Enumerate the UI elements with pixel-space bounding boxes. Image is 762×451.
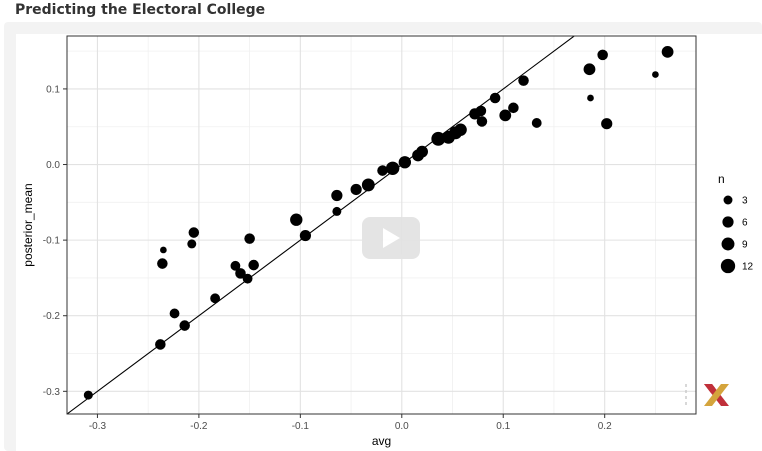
data-point [531, 118, 542, 128]
data-point [583, 63, 596, 76]
data-point [169, 308, 180, 319]
play-icon [383, 228, 400, 248]
data-point [83, 390, 93, 400]
legend-label: 3 [742, 196, 748, 207]
data-point [385, 161, 400, 176]
data-point [332, 206, 342, 216]
legend-key [723, 195, 733, 205]
data-point [210, 293, 221, 304]
data-point [476, 116, 488, 127]
data-point [489, 92, 501, 104]
data-point [248, 259, 259, 271]
y-tick-label: -0.2 [43, 311, 61, 322]
data-point [587, 94, 594, 102]
legend-label: 12 [742, 262, 754, 273]
x-tick-label: 0.1 [496, 421, 510, 432]
legend-key [722, 216, 734, 228]
title-bar: Predicting the Electoral College [0, 0, 762, 22]
x-tick-label: 0.0 [395, 421, 409, 432]
data-point [597, 49, 608, 61]
x-axis-title: avg [372, 434, 391, 448]
x-tick-label: 0.2 [598, 421, 612, 432]
data-point [160, 246, 167, 254]
data-point [431, 131, 446, 146]
data-point [299, 229, 312, 242]
legend-key [721, 237, 735, 251]
data-point [290, 213, 303, 226]
data-point [187, 239, 197, 249]
reference-line [67, 36, 576, 414]
y-tick-label: -0.1 [43, 236, 61, 247]
data-point [601, 118, 613, 130]
y-axis-title: posterior_mean [21, 183, 35, 266]
plot-border [66, 35, 697, 415]
data-point [242, 273, 253, 284]
data-point [331, 189, 343, 202]
data-point [157, 258, 168, 269]
data-point [398, 156, 412, 169]
data-point [179, 320, 190, 331]
y-tick-label: -0.3 [43, 387, 61, 398]
data-point [235, 268, 246, 279]
legend-label: 9 [742, 240, 748, 251]
data-point [518, 75, 529, 86]
data-point [499, 109, 512, 122]
data-point [416, 145, 428, 158]
y-tick-label: 0.1 [46, 84, 60, 95]
data-point [350, 183, 362, 196]
data-point [661, 45, 674, 58]
data-point [475, 105, 487, 117]
data-point [361, 178, 375, 192]
page-title: Predicting the Electoral College [15, 2, 266, 18]
legend-label: 6 [742, 218, 748, 229]
legend-key [720, 258, 736, 274]
data-point [652, 71, 659, 78]
legend-title: n [718, 172, 725, 186]
x-tick-label: -0.3 [89, 421, 107, 432]
data-point [155, 339, 166, 350]
data-point [244, 233, 255, 244]
x-tick-label: -0.2 [190, 421, 208, 432]
play-button[interactable] [362, 217, 420, 259]
y-tick-label: 0.0 [46, 160, 60, 171]
x-logo-icon[interactable] [684, 380, 736, 410]
data-point [454, 123, 467, 136]
x-tick-label: -0.1 [292, 421, 310, 432]
data-point [230, 260, 241, 271]
data-point [377, 165, 388, 176]
data-point [508, 102, 519, 114]
data-point [188, 227, 200, 238]
